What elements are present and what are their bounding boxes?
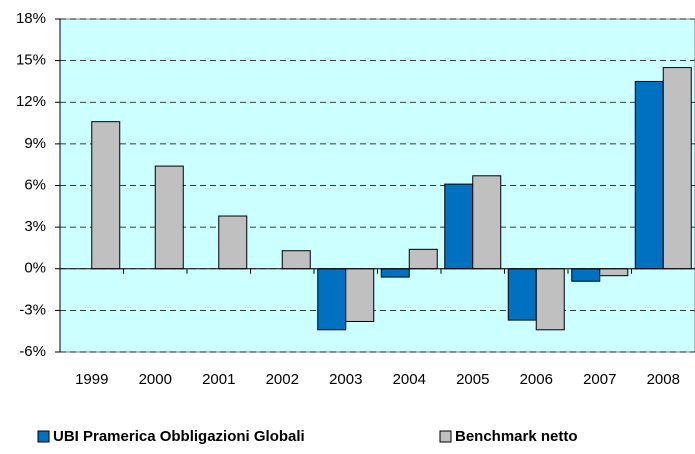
x-tick-label: 2000 — [139, 371, 172, 388]
legend: UBI Pramerica Obbligazioni Globali Benchm… — [37, 428, 578, 445]
bar — [408, 248, 438, 270]
bar — [444, 183, 474, 270]
bar — [91, 121, 121, 270]
legend-label: Benchmark netto — [455, 428, 578, 445]
bar — [599, 268, 629, 277]
bar — [571, 268, 601, 282]
x-tick-label: 2001 — [202, 371, 235, 388]
y-tick-label: 18% — [16, 10, 46, 27]
x-tick-label: 2002 — [266, 371, 299, 388]
legend-swatch — [439, 430, 452, 443]
y-tick-label: 0% — [24, 260, 46, 277]
bar — [281, 250, 311, 270]
y-tick-label: 3% — [24, 218, 46, 235]
x-tick-label: 1999 — [75, 371, 108, 388]
bar — [662, 67, 692, 270]
x-tick-label: 2008 — [647, 371, 680, 388]
bar — [507, 268, 537, 321]
x-tick-label: 2005 — [456, 371, 489, 388]
y-tick-label: -6% — [19, 343, 46, 360]
y-tick-label: 12% — [16, 93, 46, 110]
bar — [345, 268, 375, 322]
x-tick-label: 2006 — [520, 371, 553, 388]
bar — [317, 268, 347, 331]
bar — [154, 165, 184, 270]
y-tick-label: 9% — [24, 135, 46, 152]
x-tick-label: 2007 — [583, 371, 616, 388]
y-tick-label: 6% — [24, 176, 46, 193]
bar — [472, 175, 502, 270]
legend-swatch — [37, 430, 50, 443]
bar — [218, 215, 248, 270]
x-tick-label: 2003 — [329, 371, 362, 388]
bar — [535, 268, 565, 331]
bar — [380, 268, 410, 278]
bar — [634, 80, 664, 270]
x-tick-label: 2004 — [393, 371, 426, 388]
y-tick-label: 15% — [16, 52, 46, 69]
y-tick-label: -3% — [19, 301, 46, 318]
legend-label: UBI Pramerica Obbligazioni Globali — [53, 428, 305, 445]
